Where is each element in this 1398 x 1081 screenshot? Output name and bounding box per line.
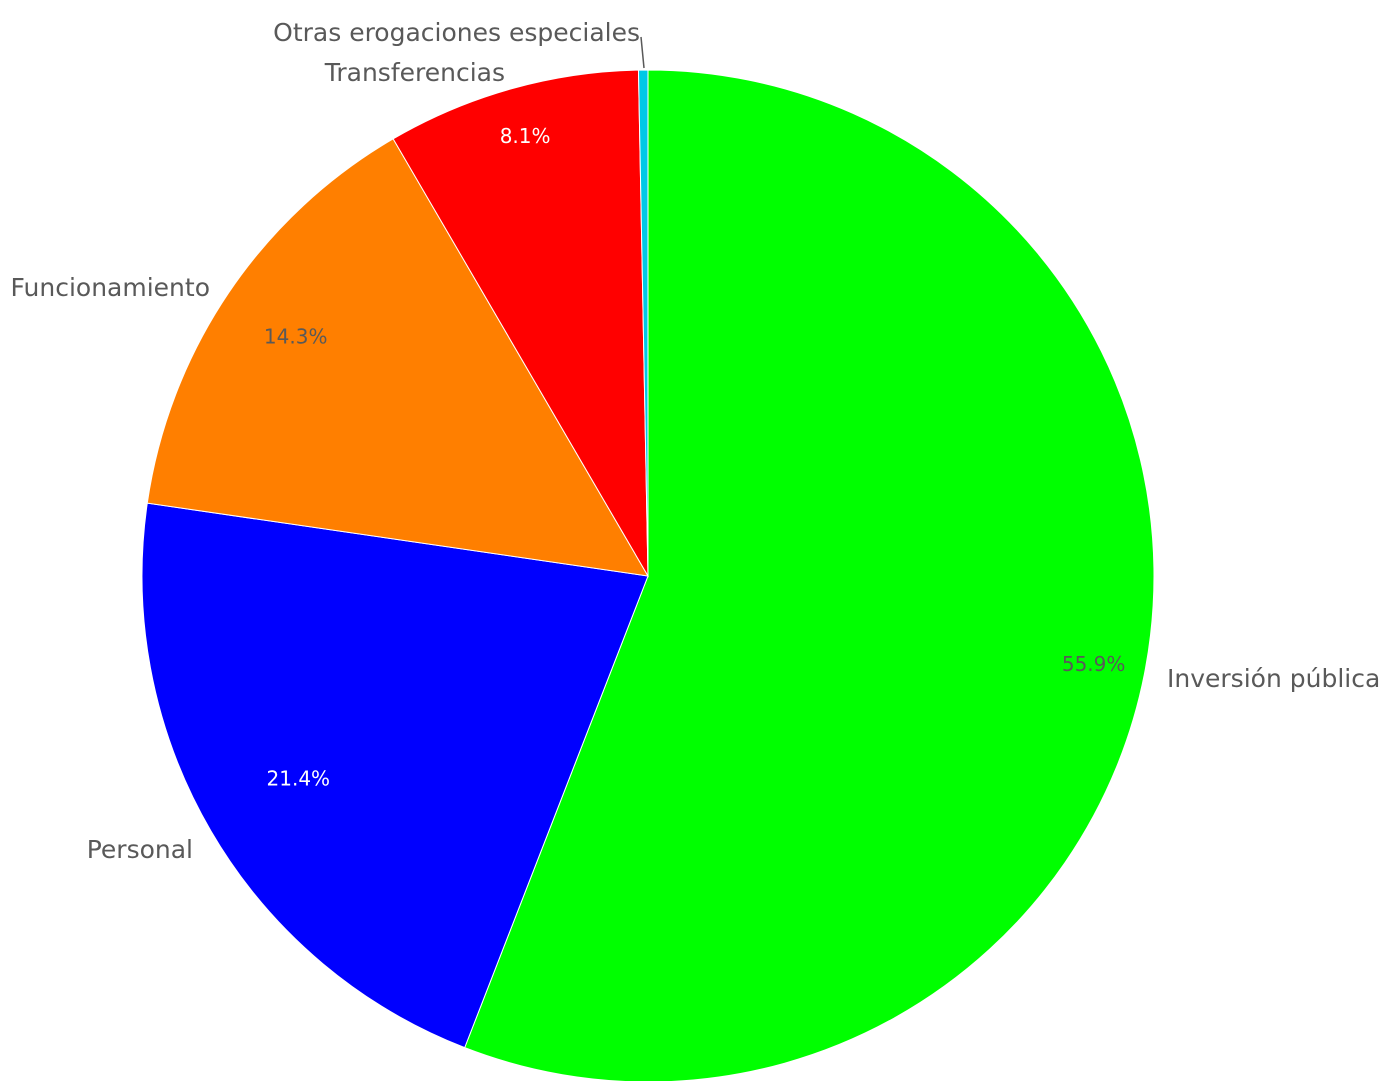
- category-labels: Inversión pública Personal Funcionamiento T…: [11, 18, 1381, 864]
- category-label-inversion-publica: Inversión pública: [1167, 664, 1380, 693]
- value-label-funcionamiento: 14.3%: [264, 325, 328, 349]
- category-label-funcionamiento: Funcionamiento: [11, 273, 210, 302]
- leader-lines: [640, 36, 645, 69]
- category-label-personal: Personal: [87, 835, 193, 864]
- pie-slice-funcionamiento[interactable]: [146, 138, 649, 577]
- pie-slice-otras-erogaciones-especiales[interactable]: [637, 69, 649, 577]
- value-labels: 55.9% 21.4% 14.3% 8.1%: [264, 124, 1125, 790]
- value-label-transferencias: 8.1%: [500, 124, 551, 148]
- category-label-transferencias: Transferencias: [324, 58, 505, 87]
- leader-line-otras-erogaciones-especiales: [640, 36, 645, 69]
- pie-slice-personal[interactable]: [141, 502, 649, 1049]
- category-label-otras-erogaciones-especiales: Otras erogaciones especiales: [273, 18, 640, 47]
- pie-slice-transferencias[interactable]: [392, 69, 649, 578]
- value-label-personal: 21.4%: [267, 766, 331, 790]
- value-label-inversion-publica: 55.9%: [1062, 652, 1126, 676]
- pie-slice-inversion-publica[interactable]: [464, 69, 1155, 1081]
- pie-slices: [141, 69, 1155, 1081]
